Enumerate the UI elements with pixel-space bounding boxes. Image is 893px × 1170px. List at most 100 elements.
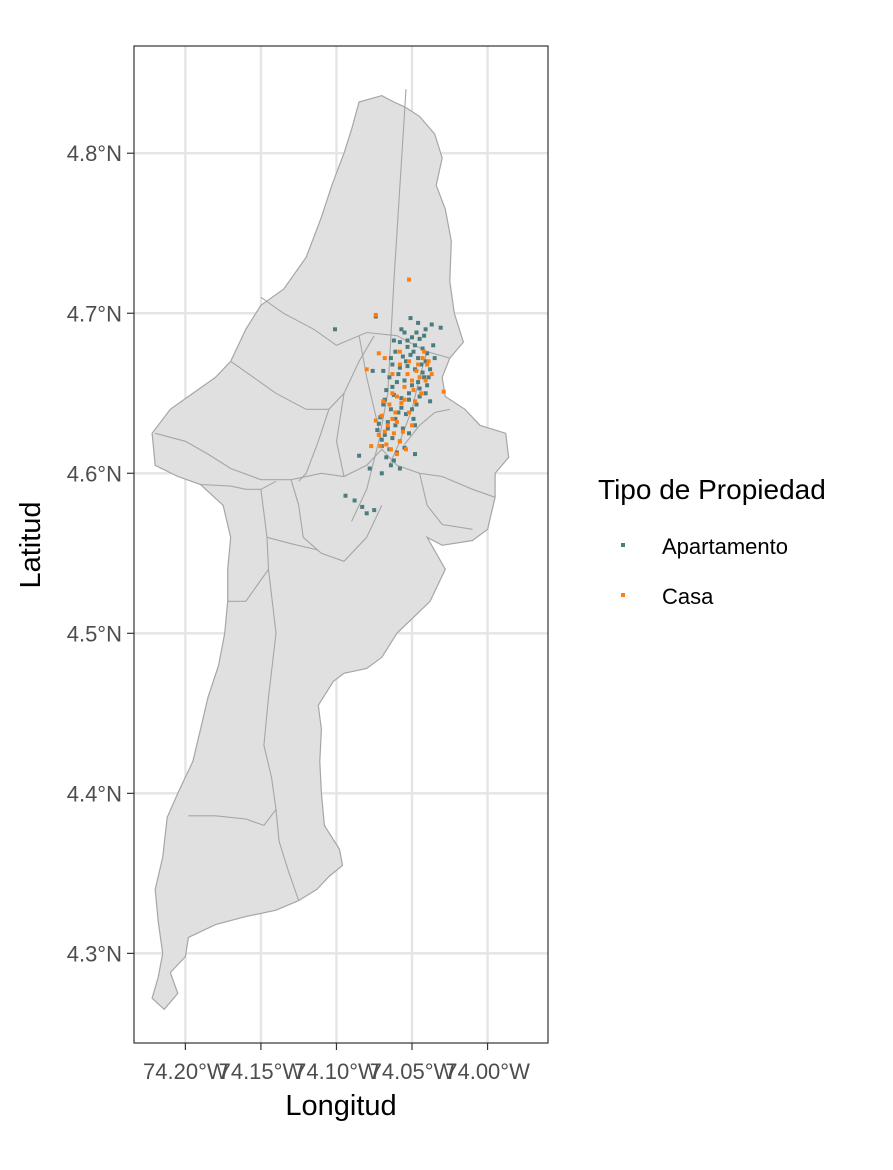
point-casa — [376, 351, 381, 356]
point-casa — [379, 413, 384, 418]
y-tick-label: 4.6°N — [67, 461, 122, 486]
point-apartamento — [404, 359, 408, 364]
point-casa — [407, 277, 411, 282]
legend-key-casa — [621, 593, 625, 597]
point-casa — [394, 420, 399, 425]
point-casa — [391, 431, 396, 436]
point-apartamento — [414, 330, 419, 335]
point-apartamento — [397, 365, 402, 370]
point-casa — [416, 362, 421, 367]
point-casa — [402, 397, 407, 402]
point-apartamento — [397, 340, 402, 345]
x-tick-label: 74.10°W — [294, 1059, 379, 1084]
point-apartamento — [393, 416, 398, 421]
point-apartamento — [411, 349, 416, 354]
point-apartamento — [394, 380, 399, 385]
point-casa — [407, 410, 411, 415]
point-apartamento — [400, 354, 405, 359]
point-apartamento — [413, 452, 417, 457]
point-apartamento — [399, 405, 404, 410]
point-apartamento — [400, 426, 405, 431]
point-apartamento — [414, 402, 419, 407]
locality-boundary — [200, 480, 277, 490]
point-casa — [382, 356, 387, 361]
point-apartamento — [420, 370, 425, 375]
point-casa — [400, 429, 405, 434]
point-apartamento — [388, 407, 393, 412]
x-tick-label: 74.20°W — [143, 1059, 228, 1084]
point-apartamento — [428, 367, 433, 372]
point-apartamento — [416, 320, 421, 325]
point-apartamento — [431, 343, 436, 348]
point-apartamento — [422, 375, 427, 380]
point-casa — [426, 359, 431, 364]
point-apartamento — [428, 399, 433, 404]
point-casa — [420, 356, 425, 361]
point-casa — [410, 378, 414, 383]
y-axis: 4.3°N 4.4°N 4.5°N 4.6°N 4.7°N 4.8°N — [67, 141, 134, 966]
point-casa — [405, 372, 410, 377]
point-casa — [441, 389, 446, 394]
point-apartamento — [407, 431, 411, 436]
point-casa — [397, 349, 402, 354]
point-apartamento — [417, 394, 422, 399]
point-apartamento — [410, 383, 414, 388]
point-casa — [390, 416, 395, 421]
point-apartamento — [390, 384, 395, 389]
point-casa — [411, 388, 416, 393]
point-apartamento — [419, 362, 424, 367]
point-apartamento — [381, 368, 386, 373]
point-apartamento — [410, 335, 414, 340]
point-apartamento — [405, 338, 410, 343]
point-apartamento — [372, 508, 377, 513]
point-casa — [397, 362, 402, 367]
y-tick-label: 4.4°N — [67, 781, 122, 806]
point-casa — [378, 444, 383, 449]
point-apartamento — [379, 471, 384, 476]
point-casa — [402, 384, 407, 389]
point-apartamento — [384, 388, 389, 393]
point-casa — [387, 402, 392, 407]
point-apartamento — [399, 327, 404, 332]
point-casa — [382, 429, 387, 434]
locality-boundary — [188, 809, 277, 827]
x-tick-label: 74.15°W — [219, 1059, 304, 1084]
point-casa — [404, 447, 408, 452]
point-casa — [388, 447, 393, 452]
point-apartamento — [384, 455, 389, 460]
point-apartamento — [417, 336, 422, 341]
point-casa — [399, 400, 404, 405]
point-casa — [369, 444, 374, 449]
locality-boundary — [381, 448, 496, 498]
point-apartamento — [397, 466, 402, 471]
point-apartamento — [432, 356, 437, 361]
point-apartamento — [370, 368, 375, 373]
point-apartamento — [438, 325, 443, 330]
point-apartamento — [422, 333, 427, 338]
point-casa — [393, 410, 398, 415]
point-apartamento — [357, 453, 362, 458]
locality-boundary — [419, 473, 473, 530]
point-casa — [373, 312, 378, 317]
locality-boundary — [404, 408, 450, 445]
locality-boundary — [263, 569, 300, 901]
point-apartamento — [352, 498, 357, 503]
y-tick-label: 4.3°N — [67, 941, 122, 966]
point-apartamento — [382, 432, 387, 437]
point-apartamento — [411, 416, 416, 421]
legend-label-apartamento: Apartamento — [662, 534, 788, 559]
point-apartamento — [391, 458, 396, 463]
point-apartamento — [381, 402, 386, 407]
point-apartamento — [333, 327, 337, 332]
point-apartamento — [408, 352, 413, 357]
point-apartamento — [390, 436, 395, 441]
x-tick-label: 74.05°W — [370, 1059, 455, 1084]
point-casa — [394, 452, 399, 457]
point-apartamento — [402, 330, 407, 335]
locality-boundary — [335, 393, 345, 477]
point-casa — [373, 418, 378, 423]
point-apartamento — [413, 343, 417, 348]
point-apartamento — [404, 412, 408, 417]
point-casa — [381, 399, 386, 404]
